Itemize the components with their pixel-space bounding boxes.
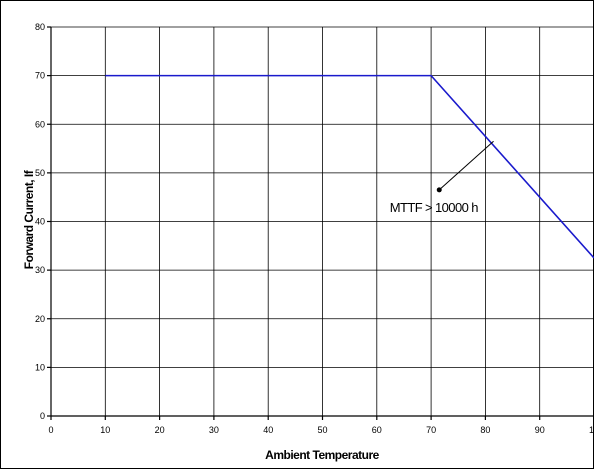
x-tick-label: 60 bbox=[372, 425, 382, 435]
x-tick-label: 40 bbox=[263, 425, 273, 435]
y-tick-label: 70 bbox=[35, 71, 45, 81]
y-tick-label: 50 bbox=[35, 168, 45, 178]
x-tick-labels: 0 10 20 30 40 50 60 70 80 90 10 bbox=[48, 425, 594, 435]
derating-curve bbox=[105, 74, 594, 259]
x-tick-label: 20 bbox=[155, 425, 165, 435]
annotation-marker-dot bbox=[436, 187, 442, 193]
x-tick-label: 80 bbox=[480, 425, 490, 435]
x-tick-label: 70 bbox=[426, 425, 436, 435]
series-layer bbox=[105, 74, 594, 259]
x-tick-label: 90 bbox=[535, 425, 545, 435]
x-tick-label: 10 bbox=[100, 425, 110, 435]
x-tick-label: 0 bbox=[48, 425, 53, 435]
annotation-label: MTTF > 10000 h bbox=[390, 200, 478, 215]
x-axis-label: Ambient Temperature bbox=[265, 448, 379, 462]
y-tick-label: 20 bbox=[35, 314, 45, 324]
annotation-layer: MTTF > 10000 h bbox=[390, 140, 494, 215]
axes bbox=[47, 26, 594, 420]
y-tick-label: 60 bbox=[35, 119, 45, 129]
gridlines bbox=[51, 26, 594, 416]
x-tick-label: 30 bbox=[209, 425, 219, 435]
y-tick-label: 0 bbox=[40, 411, 45, 421]
y-tick-label: 30 bbox=[35, 265, 45, 275]
y-tick-label: 80 bbox=[35, 22, 45, 32]
annotation-leader-line bbox=[438, 140, 494, 191]
x-tick-label: 50 bbox=[317, 425, 327, 435]
y-axis-label: Forward Current, If bbox=[22, 169, 36, 269]
y-tick-label: 10 bbox=[35, 362, 45, 372]
y-tick-label: 40 bbox=[35, 217, 45, 227]
y-tick-labels: 0 10 20 30 40 50 60 70 80 bbox=[35, 22, 45, 421]
x-tick-label: 10 bbox=[589, 425, 594, 435]
